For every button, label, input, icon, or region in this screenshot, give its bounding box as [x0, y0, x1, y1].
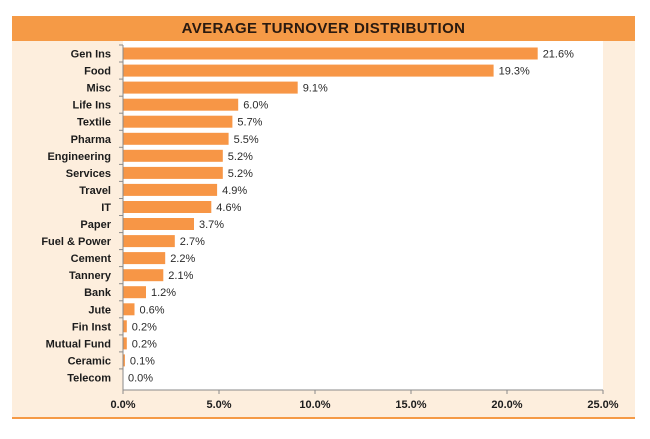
value-label: 5.5%	[234, 134, 259, 146]
category-label: Pharma	[71, 134, 112, 146]
value-label: 4.6%	[216, 202, 241, 214]
value-label: 2.2%	[170, 253, 195, 265]
category-label: Fin Inst	[72, 321, 111, 333]
category-label: Engineering	[47, 151, 111, 163]
value-label: 0.0%	[128, 373, 153, 385]
bar-9	[123, 201, 212, 213]
x-tick-label: 5.0%	[206, 399, 231, 411]
value-label: 5.2%	[228, 168, 253, 180]
value-label: 5.7%	[237, 117, 262, 129]
category-label: Services	[66, 168, 111, 180]
bottom-divider	[12, 417, 635, 419]
bar-12	[123, 252, 166, 265]
value-label: 19.3%	[499, 66, 530, 78]
value-label: 9.1%	[303, 83, 328, 95]
value-label: 0.6%	[140, 304, 165, 316]
bar-5	[123, 132, 229, 145]
category-label: Bank	[84, 287, 112, 299]
title-bar: AVERAGE TURNOVER DISTRIBUTION	[12, 16, 635, 41]
axis-layer: Gen Ins Food Misc Life Ins Textile Pharma Engi…	[41, 44, 619, 411]
chart-title: AVERAGE TURNOVER DISTRIBUTION	[181, 20, 466, 37]
x-tick-label: 10.0%	[299, 399, 330, 411]
category-label: Paper	[80, 219, 111, 231]
value-label: 0.2%	[132, 321, 157, 333]
category-label: Mutual Fund	[46, 338, 111, 350]
bar-17	[123, 337, 127, 350]
category-label: Tannery	[69, 270, 112, 282]
bar-8	[123, 183, 218, 196]
category-label: IT	[101, 202, 111, 214]
value-label: 2.1%	[168, 270, 193, 282]
bar-1	[123, 64, 494, 77]
category-label: Telecom	[67, 373, 111, 385]
category-label: Life Ins	[72, 100, 111, 112]
value-label: 6.0%	[243, 100, 268, 112]
category-label: Gen Ins	[71, 49, 111, 61]
bar-4	[123, 115, 233, 128]
value-label: 0.1%	[130, 355, 155, 367]
bars-layer: 21.6% 19.3% 9.1% 6.0% 5.7% 5.5% 5.2% 5.2% 4.9% 4.…	[123, 47, 574, 385]
category-label: Fuel & Power	[41, 236, 111, 248]
bar-7	[123, 166, 223, 179]
category-label: Food	[84, 66, 111, 78]
value-label: 21.6%	[543, 49, 574, 61]
bar-16	[123, 320, 127, 333]
bar-3	[123, 98, 239, 111]
bar-6	[123, 149, 223, 162]
bar-0	[123, 47, 538, 60]
bar-14	[123, 286, 146, 299]
bar-2	[123, 81, 298, 94]
bar-13	[123, 269, 164, 282]
value-label: 4.9%	[222, 185, 247, 197]
x-tick-label: 20.0%	[491, 399, 522, 411]
category-label: Travel	[79, 185, 111, 197]
category-label: Jute	[88, 304, 111, 316]
category-label: Misc	[87, 83, 111, 95]
category-label: Ceramic	[68, 355, 111, 367]
value-label: 3.7%	[199, 219, 224, 231]
x-tick-label: 15.0%	[395, 399, 426, 411]
value-label: 1.2%	[151, 287, 176, 299]
value-label: 5.2%	[228, 151, 253, 163]
bar-18	[123, 354, 125, 367]
value-label: 2.7%	[180, 236, 205, 248]
value-label: 0.2%	[132, 338, 157, 350]
x-tick-label: 25.0%	[587, 399, 618, 411]
bar-15	[123, 303, 135, 316]
x-tick-label: 0.0%	[110, 399, 135, 411]
bar-11	[123, 235, 175, 248]
category-label: Cement	[71, 253, 112, 265]
category-label: Textile	[77, 117, 111, 129]
bar-10	[123, 218, 194, 230]
